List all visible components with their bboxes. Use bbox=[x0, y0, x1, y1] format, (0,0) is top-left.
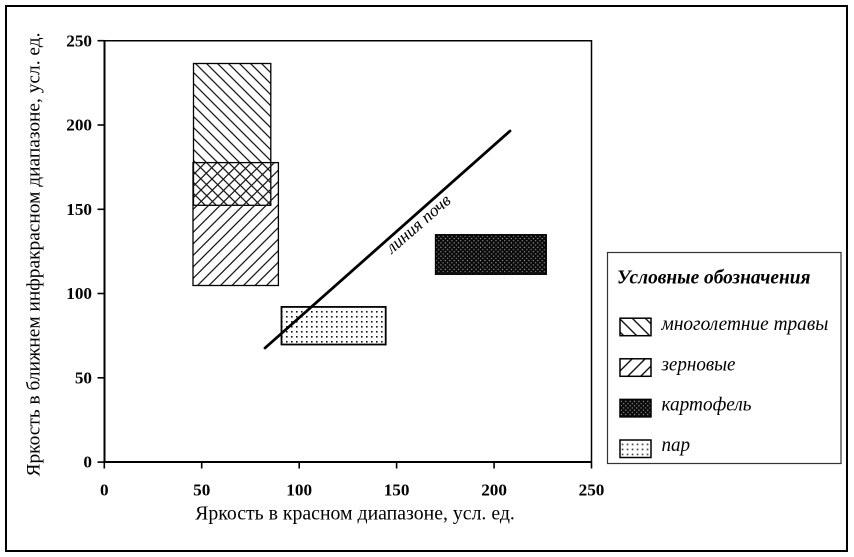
svg-text:100: 100 bbox=[286, 481, 312, 500]
svg-text:150: 150 bbox=[66, 200, 92, 219]
svg-text:0: 0 bbox=[83, 453, 92, 472]
svg-text:Яркость в красном диапазоне, у: Яркость в красном диапазоне, усл. ед. bbox=[195, 503, 515, 525]
svg-text:150: 150 bbox=[384, 481, 410, 500]
svg-text:зерновые: зерновые bbox=[661, 354, 736, 376]
svg-text:200: 200 bbox=[66, 116, 92, 135]
svg-text:50: 50 bbox=[193, 481, 210, 500]
svg-text:250: 250 bbox=[579, 481, 605, 500]
svg-text:Условные обозначения: Условные обозначения bbox=[617, 267, 811, 289]
svg-text:100: 100 bbox=[66, 284, 92, 303]
svg-text:картофель: картофель bbox=[662, 394, 752, 416]
svg-text:многолетние травы: многолетние травы bbox=[661, 313, 829, 335]
svg-text:0: 0 bbox=[100, 481, 109, 500]
svg-text:Яркость в ближнем инфракрасном: Яркость в ближнем инфракрасном диапазоне… bbox=[24, 33, 45, 477]
svg-text:пар: пар bbox=[662, 434, 691, 456]
svg-text:200: 200 bbox=[481, 481, 507, 500]
svg-text:50: 50 bbox=[75, 368, 92, 387]
svg-text:250: 250 bbox=[66, 31, 92, 50]
